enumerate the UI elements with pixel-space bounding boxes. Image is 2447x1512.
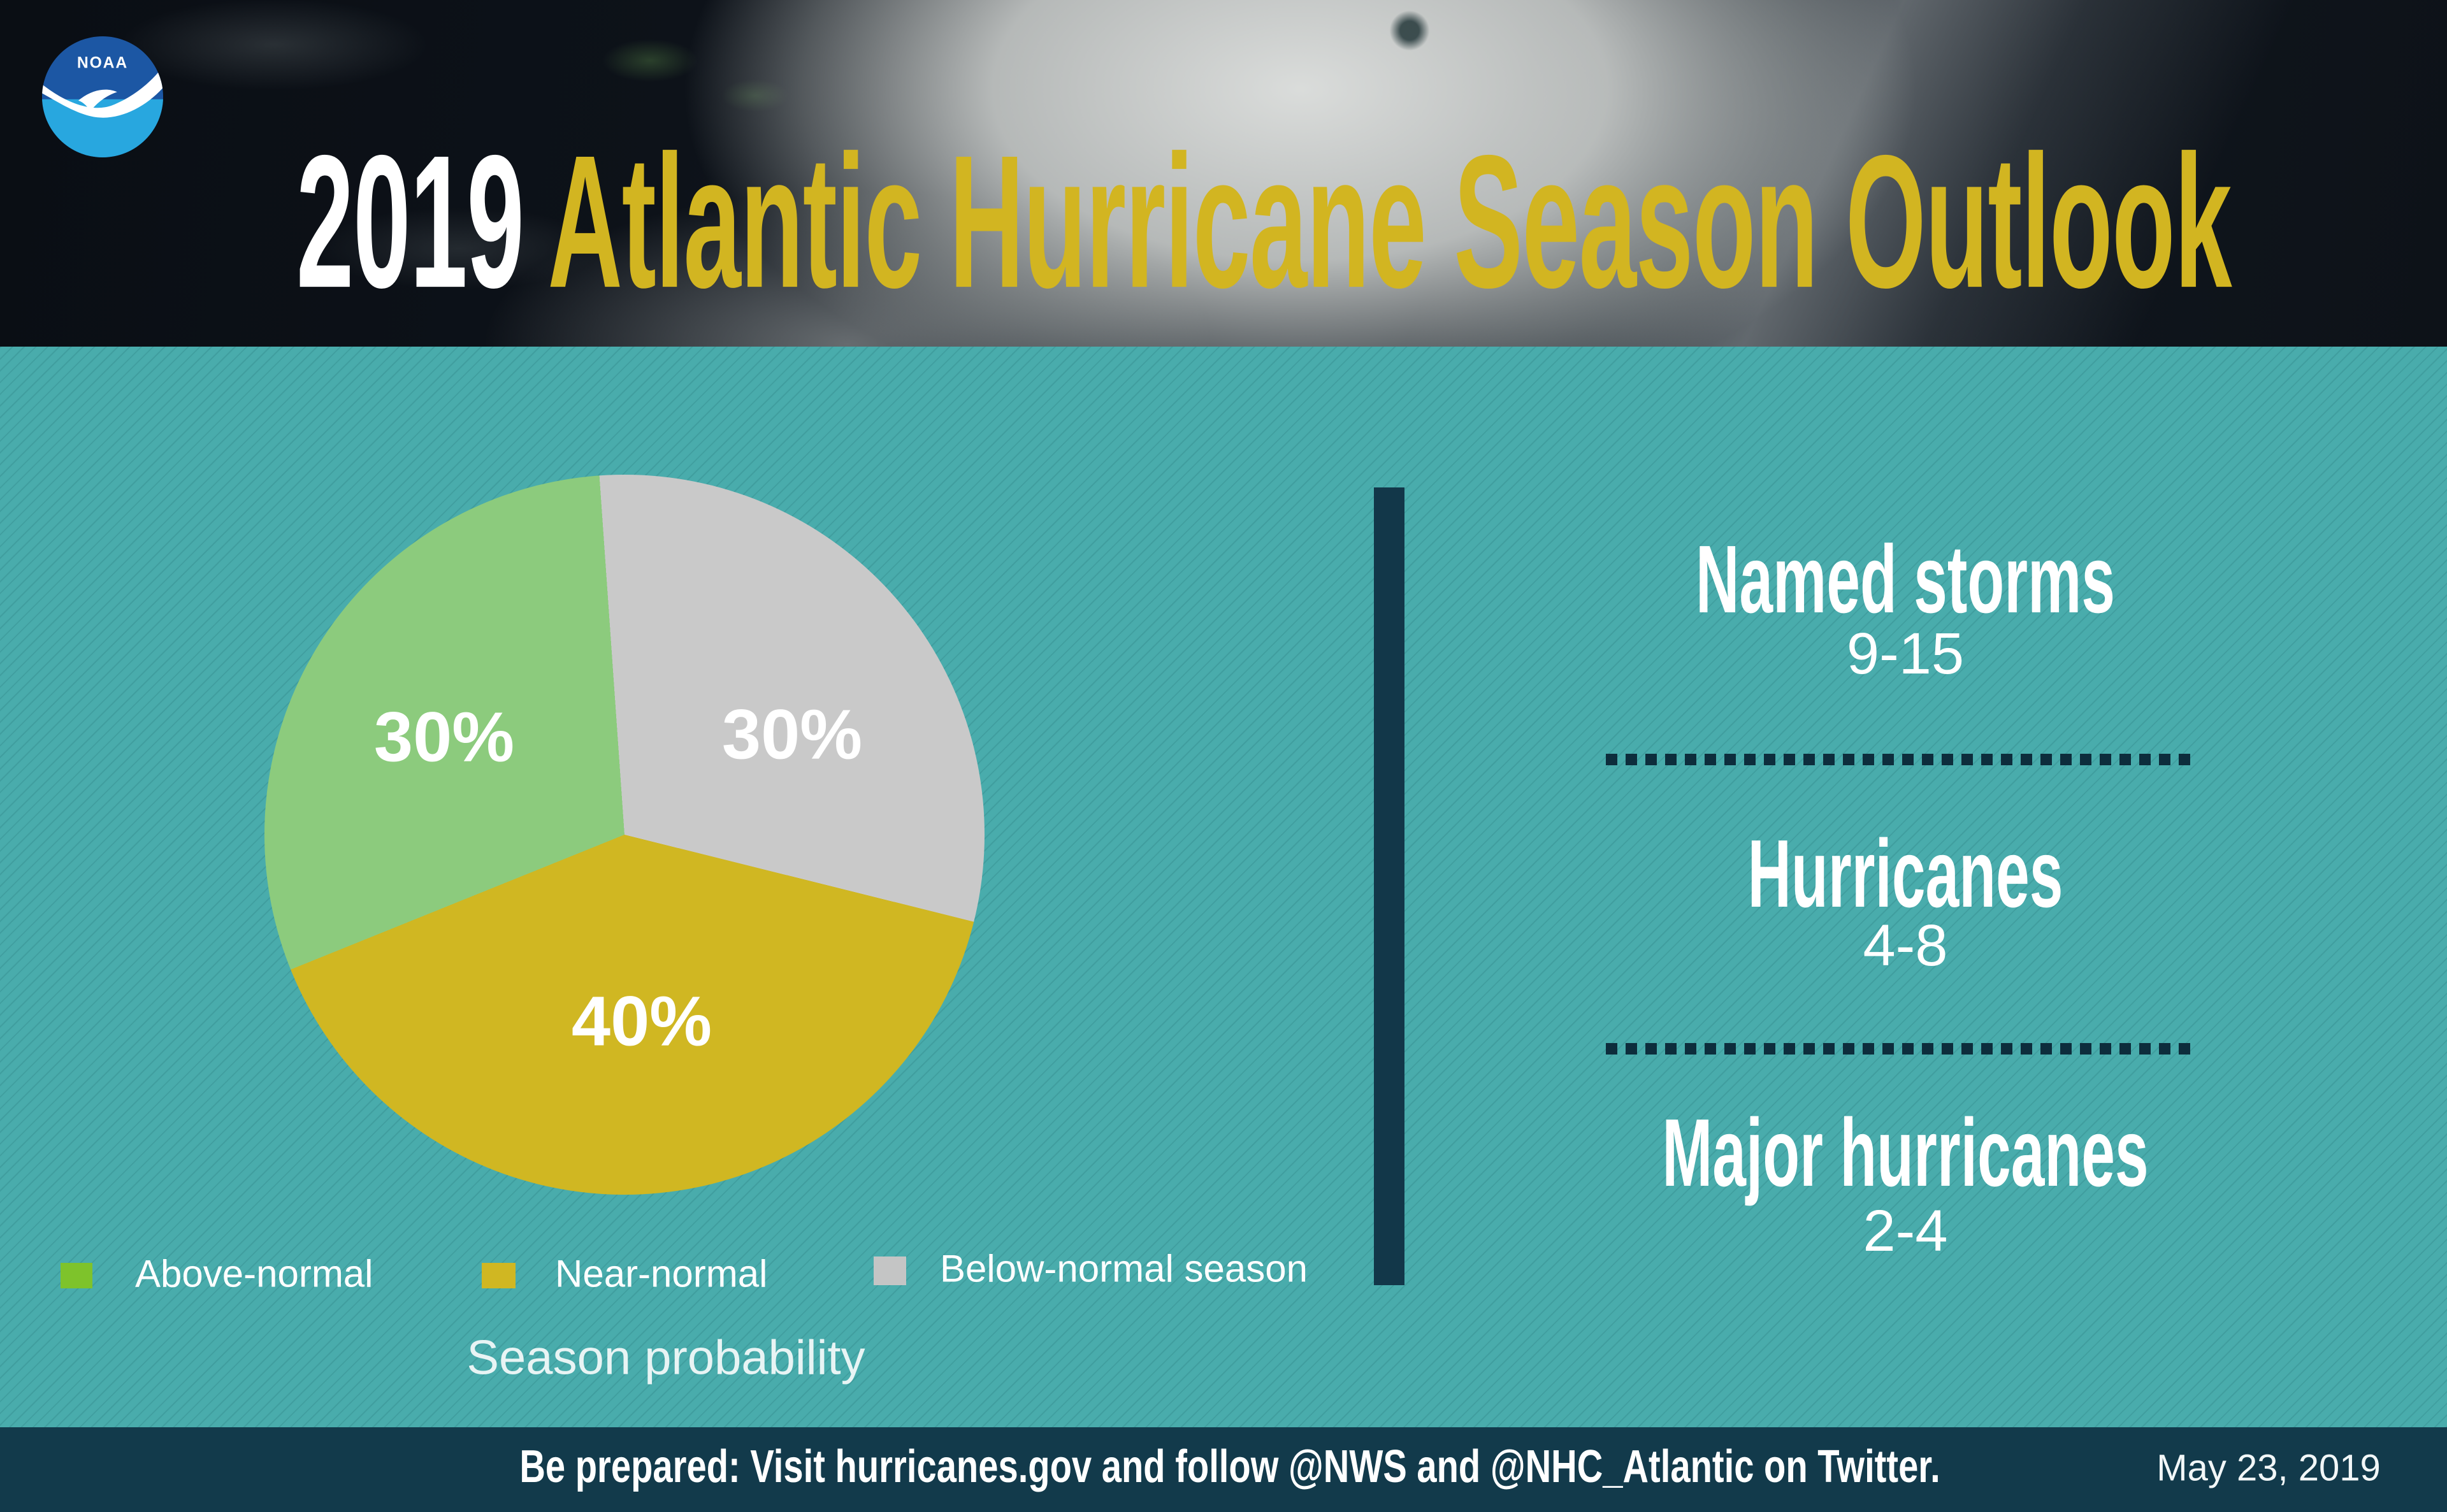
vertical-divider: [1374, 487, 1404, 1285]
noaa-logo-swoosh: [42, 62, 163, 118]
footer-message: Be prepared: Visit hurricanes.gov and fo…: [519, 1441, 1940, 1492]
pie-chart: 30% 30% 40%: [264, 475, 985, 1195]
title-space: [524, 117, 548, 328]
legend-label-below-normal: Below-normal season: [940, 1247, 1308, 1290]
noaa-logo: NOAA: [42, 36, 163, 157]
footer-date: May 23, 2019: [2156, 1447, 2381, 1489]
pie-label-near-normal: 40%: [571, 982, 712, 1061]
stat-label-major-hurricanes: Major hurricanes: [1662, 1099, 2149, 1207]
noaa-logo-text: NOAA: [77, 54, 128, 71]
page-title: 2019 Atlantic Hurricane Season Outlook: [296, 127, 2232, 317]
legend-swatch-near-normal: [482, 1263, 516, 1288]
noaa-logo-bird: [78, 89, 117, 112]
stat-value-hurricanes: 4-8: [1863, 913, 1948, 978]
stat-label-named-storms: Named storms: [1696, 526, 2115, 633]
legend-swatch-below-normal: [874, 1256, 906, 1285]
chart-caption: Season probability: [466, 1330, 865, 1385]
stat-value-named-storms: 9-15: [1846, 621, 1965, 686]
pie-label-above-normal: 30%: [373, 698, 515, 777]
pie-label-below-normal: 30%: [721, 695, 863, 774]
stat-value-major-hurricanes: 2-4: [1863, 1199, 1948, 1264]
dotted-divider-2: [1606, 1043, 2198, 1055]
footer-bar: Be prepared: Visit hurricanes.gov and fo…: [0, 1427, 2447, 1512]
legend-swatch-above-normal: [61, 1263, 92, 1288]
title-year: 2019: [296, 117, 524, 328]
legend-label-above-normal: Above-normal: [135, 1252, 373, 1295]
legend-label-near-normal: Near-normal: [555, 1252, 768, 1295]
title-subject: Atlantic Hurricane Season Outlook: [547, 117, 2232, 328]
stat-label-hurricanes: Hurricanes: [1747, 820, 2063, 928]
dotted-divider-1: [1606, 754, 2198, 765]
stats-panel: Named storms 9-15 Hurricanes 4-8 Major h…: [1405, 347, 2406, 1427]
banner: NOAA 2019 Atlantic Hurricane Season Outl…: [0, 0, 2447, 347]
